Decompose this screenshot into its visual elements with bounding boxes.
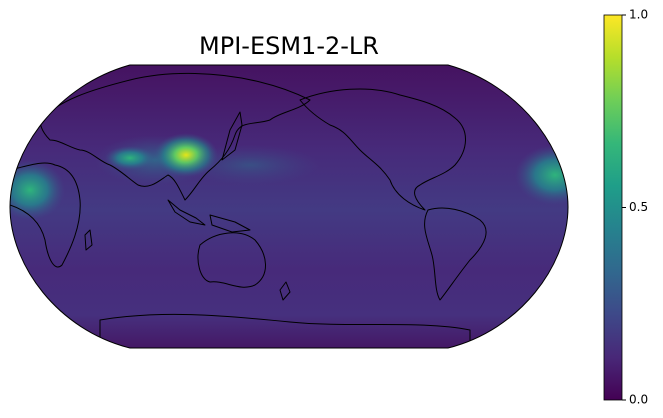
map-field: [10, 65, 568, 348]
colorbar-tick-label: 1.0: [629, 8, 648, 22]
colorbar: [603, 14, 623, 401]
map-border: [9, 64, 569, 349]
map-title: MPI-ESM1-2-LR: [199, 32, 379, 60]
colorbar-tick-label: 0.5: [629, 200, 648, 214]
coastlines: [10, 72, 487, 348]
colorbar-tick-label: 0.0: [629, 393, 648, 407]
